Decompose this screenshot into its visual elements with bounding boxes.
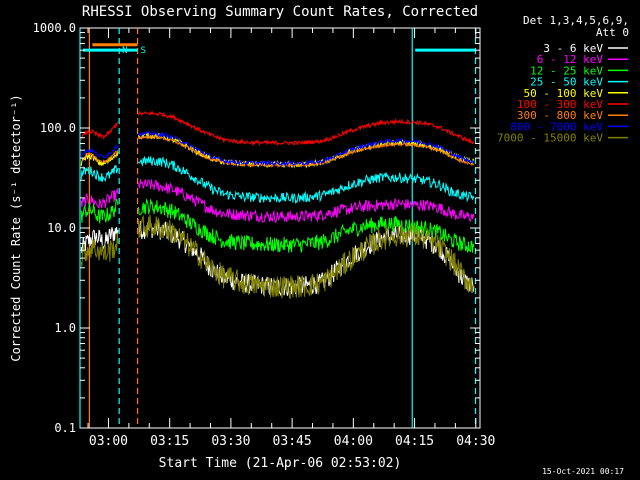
legend-header-attenuator: Att 0 [596, 26, 629, 39]
x-tick-labels: 03:00 03:15 03:30 03:45 04:00 04:15 04:30 [89, 434, 495, 449]
flag-label: N [122, 46, 127, 56]
y-tick-label: 1000.0 [33, 21, 76, 35]
y-axis-label: Corrected Count Rate (s⁻¹ detector⁻¹) [9, 94, 23, 361]
legend-header-detectors: Det 1,3,4,5,6,9, [523, 14, 629, 27]
footer-timestamp: 15-Oct-2021 00:17 [542, 467, 624, 476]
x-tick-label: 04:15 [395, 434, 434, 449]
series-line [80, 198, 119, 224]
x-tick-label: 03:00 [89, 434, 128, 449]
series-line [137, 130, 475, 167]
series-line [80, 150, 119, 164]
x-tick-label: 03:45 [273, 434, 312, 449]
flag-bars: SN [83, 43, 476, 56]
x-tick-label: 04:30 [456, 434, 495, 449]
x-tick-label: 03:30 [211, 434, 250, 449]
legend-label: 100 - 300 keV [517, 98, 603, 111]
y-tick-label: 1.0 [54, 321, 76, 335]
y-tick-label: 100.0 [40, 121, 76, 135]
series-line [80, 164, 119, 183]
legend-label: 3 - 6 keV [543, 42, 603, 55]
legend-label: 25 - 50 keV [530, 76, 603, 89]
axis-ticks [80, 27, 480, 429]
series-line [137, 133, 475, 169]
x-axis-label: Start Time (21-Apr-06 02:53:02) [159, 456, 402, 471]
series-line [80, 121, 119, 140]
series-line [137, 179, 475, 224]
chart-title: RHESSI Observing Summary Count Rates, Co… [82, 4, 478, 20]
legend-label: 12 - 25 keV [530, 64, 603, 77]
x-tick-label: 04:00 [334, 434, 373, 449]
y-tick-labels: 0.1 1.0 10.0 100.0 1000.0 [33, 21, 76, 435]
series-line [80, 227, 119, 254]
legend-label: 800 - 7000 keV [510, 120, 603, 133]
series-line [80, 187, 119, 209]
legend-label: 6 - 12 keV [537, 53, 604, 66]
legend-label: 7000 - 15000 keV [497, 132, 603, 145]
y-tick-label: 10.0 [47, 221, 76, 235]
series-line [80, 144, 119, 159]
series-line [137, 110, 475, 147]
flag-label: S [141, 46, 146, 56]
legend-label: 50 - 100 keV [524, 87, 604, 100]
series-lines [80, 110, 475, 300]
series-line [80, 232, 119, 267]
series-line [80, 151, 119, 167]
legend-label: 300 - 800 keV [517, 109, 603, 122]
y-tick-label: 0.1 [54, 421, 76, 435]
x-tick-label: 03:15 [150, 434, 189, 449]
series-line [137, 155, 475, 205]
series-line [137, 214, 475, 300]
